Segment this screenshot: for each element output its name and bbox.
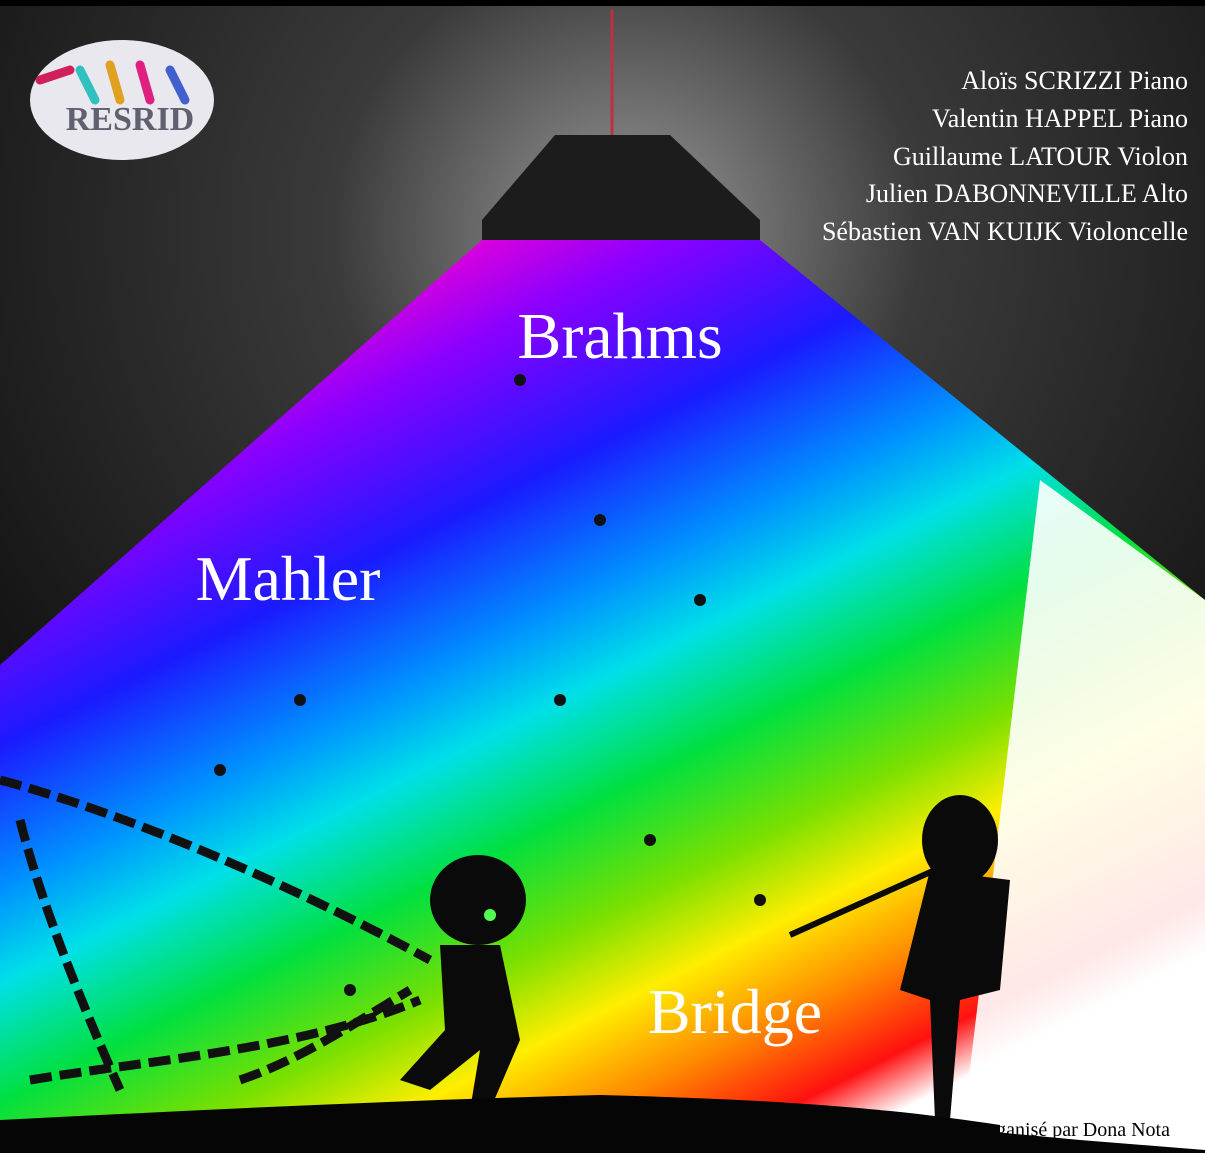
boy-eye [484, 909, 496, 921]
performer: Julien DABONNEVILLE Alto [866, 179, 1188, 208]
top-border [0, 0, 1205, 6]
composer: Brahms [517, 300, 722, 373]
performer: Valentin HAPPEL Piano [932, 104, 1188, 133]
poster: Organisé par Dona Nota RESRID Aloïs SCRI… [0, 0, 1205, 1153]
performer: Guillaume LATOUR Violon [893, 142, 1188, 171]
composer: Mahler [196, 543, 381, 614]
performer: Sébastien VAN KUIJK Violoncelle [822, 217, 1188, 246]
logo-text: RESRID [66, 101, 194, 138]
performer: Aloïs SCRIZZI Piano [961, 66, 1188, 95]
composer: Bridge [648, 976, 822, 1047]
page: Organisé par Dona Nota RESRID Aloïs SCRI… [0, 0, 1205, 1153]
